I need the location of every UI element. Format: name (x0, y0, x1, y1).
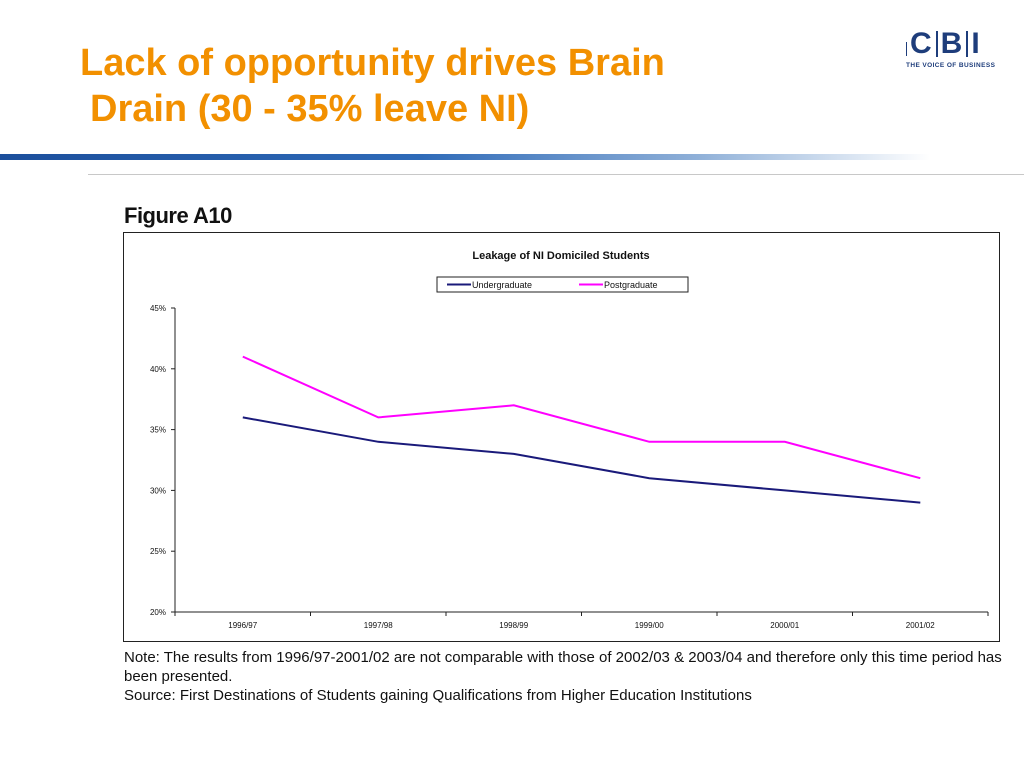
x-tick-label: 1996/97 (228, 621, 257, 630)
x-tick-label: 2001/02 (906, 621, 935, 630)
slide-title-line2: Drain (30 - 35% leave NI) (90, 88, 530, 130)
y-tick-label: 45% (150, 304, 166, 313)
logo-separator (935, 31, 938, 57)
header-divider (88, 174, 1024, 175)
y-tick-label: 30% (150, 486, 166, 495)
y-tick-label: 35% (150, 426, 166, 435)
series-line-undergraduate (242, 416, 921, 504)
logo-letter-b: B (940, 27, 964, 60)
x-tick-label: 1999/00 (635, 621, 664, 630)
x-tick-label: 1997/98 (364, 621, 393, 630)
source-text: Source: First Destinations of Students g… (124, 687, 752, 704)
y-tick-label: 25% (150, 547, 166, 556)
figure-notes: Note: The results from 1996/97-2001/02 a… (124, 648, 1004, 705)
legend-label-postgraduate: Postgraduate (604, 280, 658, 290)
chart-title: Leakage of NI Domiciled Students (472, 250, 649, 262)
logo-tick-mark (906, 42, 907, 56)
slide-title-line1: Lack of opportunity drives Brain (80, 42, 665, 84)
y-tick-label: 40% (150, 365, 166, 374)
line-chart: Leakage of NI Domiciled Students Undergra… (150, 250, 989, 630)
note-text: Note: The results from 1996/97-2001/02 a… (124, 649, 1002, 685)
logo-separator (966, 31, 969, 57)
title-underline-rule (0, 154, 930, 160)
legend-label-undergraduate: Undergraduate (472, 280, 532, 290)
logo-letter-c: C (910, 27, 933, 60)
x-tick-label: 1998/99 (499, 621, 528, 630)
y-tick-label: 20% (150, 608, 166, 617)
figure-label: Figure A10 (124, 203, 232, 228)
legend-box (436, 276, 689, 293)
logo-wordmark: C B I (906, 27, 1016, 60)
x-tick-label: 2000/01 (770, 621, 799, 630)
chart-frame: Leakage of NI Domiciled Students Undergra… (123, 232, 1000, 642)
series-line-postgraduate (242, 355, 921, 480)
logo-letter-i: I (971, 27, 981, 60)
cbi-logo: C B I THE VOICE OF BUSINESS (906, 27, 1016, 72)
slide-title: Lack of opportunity drives Brain Drain (… (80, 40, 840, 132)
logo-tagline: THE VOICE OF BUSINESS (906, 62, 996, 69)
